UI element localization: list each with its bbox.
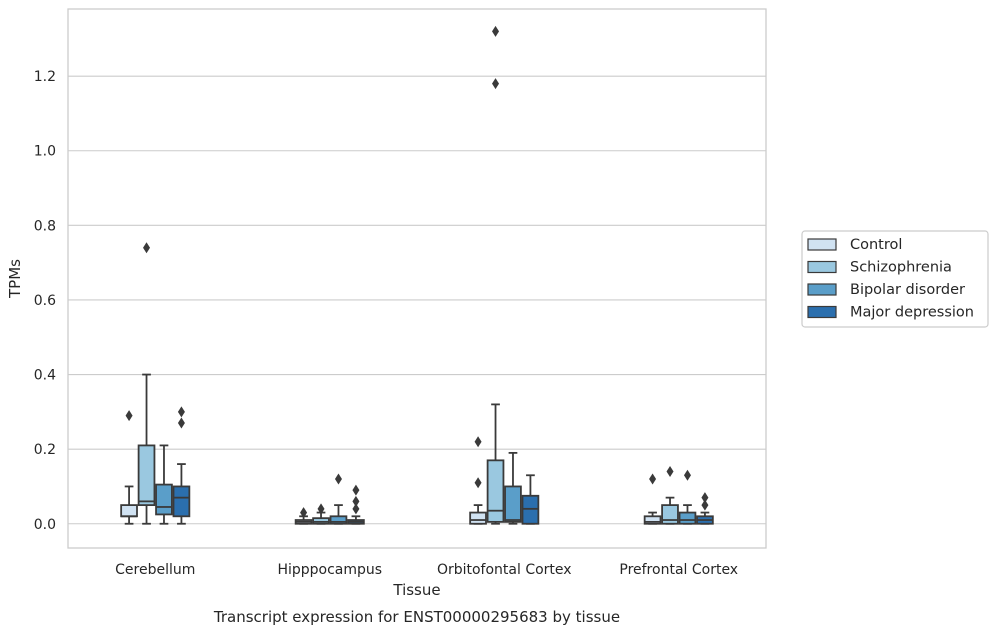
box-body bbox=[504, 485, 522, 523]
box-schizophrenia bbox=[312, 503, 330, 525]
outlier-point bbox=[649, 473, 657, 485]
box-major-depression bbox=[347, 484, 365, 525]
box-body bbox=[137, 444, 156, 507]
plot-frame bbox=[67, 8, 767, 549]
outlier-point bbox=[177, 417, 185, 429]
legend-swatch bbox=[807, 238, 837, 251]
outlier-point bbox=[352, 495, 360, 507]
legend-label: Major depression bbox=[850, 305, 974, 321]
box-bipolar-disorder bbox=[155, 444, 173, 525]
box-bipolar-disorder bbox=[678, 469, 697, 525]
box-body bbox=[486, 459, 505, 523]
box-control bbox=[643, 473, 662, 525]
box-major-depression bbox=[172, 406, 191, 525]
box-body bbox=[661, 504, 679, 525]
x-tick-label: Prefrontal Cortex bbox=[619, 562, 738, 578]
outlier-point bbox=[334, 473, 342, 485]
box-body bbox=[172, 485, 191, 518]
x-axis-label: Tissue bbox=[392, 581, 440, 599]
outlier-point bbox=[474, 436, 482, 448]
legend-label: Schizophrenia bbox=[850, 260, 952, 276]
box-body bbox=[678, 511, 697, 525]
box-body bbox=[329, 515, 348, 525]
box-body bbox=[643, 515, 662, 525]
box-schizophrenia bbox=[661, 466, 679, 525]
legend-label: Control bbox=[850, 237, 902, 253]
box-body bbox=[312, 517, 330, 525]
outlier-point bbox=[474, 477, 482, 489]
x-tick-label: Orbitofontal Cortex bbox=[437, 562, 572, 578]
outlier-point bbox=[701, 499, 709, 511]
y-tick-label: 0.4 bbox=[34, 368, 56, 384]
box-bipolar-disorder bbox=[329, 473, 348, 525]
chart-caption: Transcript expression for ENST0000029568… bbox=[213, 608, 620, 626]
outlier-point bbox=[177, 406, 185, 418]
box-body bbox=[120, 504, 138, 518]
outlier-point bbox=[125, 410, 133, 422]
legend-frame bbox=[801, 230, 989, 328]
boxes bbox=[120, 25, 714, 525]
x-tick-label: Hipppocampus bbox=[277, 562, 382, 578]
box-body bbox=[155, 483, 173, 516]
box-body bbox=[521, 494, 540, 525]
y-tick-label: 1.0 bbox=[34, 144, 56, 160]
gridlines bbox=[68, 75, 766, 525]
y-tick-label: 1.2 bbox=[34, 69, 56, 85]
x-tick-label: Cerebellum bbox=[115, 562, 195, 578]
box-control bbox=[120, 410, 138, 525]
x-tick-labels: Cerebellum Hipppocampus Orbitofontal Corte… bbox=[115, 562, 738, 578]
outlier-point bbox=[701, 492, 709, 504]
legend-swatch bbox=[807, 305, 837, 319]
y-tick-label: 0.8 bbox=[34, 218, 56, 234]
box-control bbox=[469, 436, 487, 525]
box-control bbox=[294, 507, 313, 525]
y-tick-label: 0.6 bbox=[34, 293, 56, 309]
y-axis-label: TPMs bbox=[6, 259, 24, 299]
legend-swatch bbox=[807, 260, 837, 274]
box-schizophrenia bbox=[486, 25, 505, 525]
y-tick-label: 0.0 bbox=[34, 517, 56, 533]
outlier-point bbox=[492, 25, 500, 37]
outlier-point bbox=[666, 466, 674, 478]
outlier-point bbox=[300, 507, 308, 519]
box-bipolar-disorder bbox=[504, 451, 522, 525]
outlier-point bbox=[492, 78, 500, 90]
outlier-point bbox=[352, 503, 360, 515]
outlier-point bbox=[143, 242, 151, 254]
outlier-point bbox=[317, 503, 325, 515]
box-body bbox=[469, 511, 487, 525]
box-major-depression bbox=[696, 492, 714, 525]
legend: Control Schizophrenia Bipolar disorder Majo… bbox=[801, 230, 989, 328]
box-schizophrenia bbox=[137, 242, 156, 525]
y-tick-labels: 0.0 0.2 0.4 0.6 0.8 1.0 1.2 bbox=[34, 69, 56, 533]
outlier-point bbox=[352, 484, 360, 496]
legend-label: Bipolar disorder bbox=[850, 282, 965, 298]
box-major-depression bbox=[521, 474, 540, 525]
y-tick-label: 0.2 bbox=[34, 442, 56, 458]
legend-swatch bbox=[807, 283, 837, 296]
outlier-point bbox=[683, 469, 691, 481]
